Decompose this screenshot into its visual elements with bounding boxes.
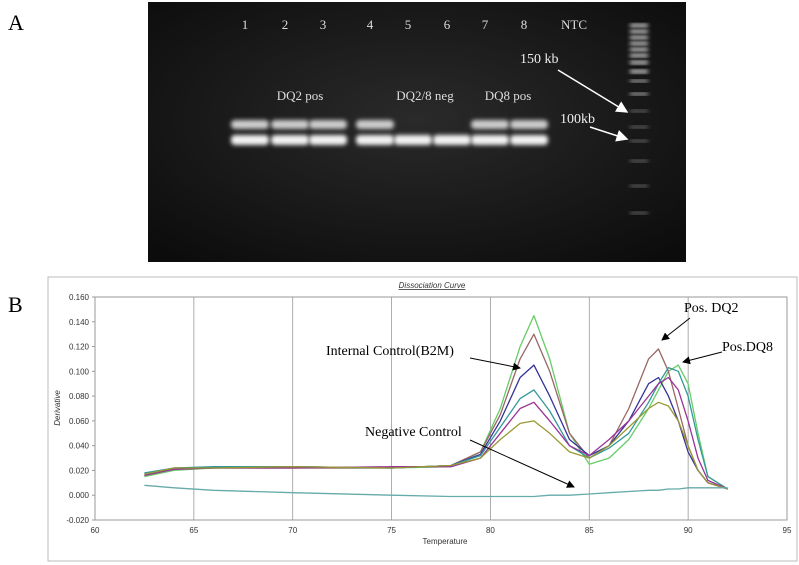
y-tick-label: 0.040: [69, 442, 90, 451]
gel-band: [394, 135, 432, 145]
y-tick-label: 0.000: [69, 491, 90, 500]
lane-label: 2: [282, 17, 289, 32]
gel-band: [471, 135, 509, 145]
annotation-arrow: [469, 357, 521, 371]
panel-label: B: [8, 292, 23, 317]
ladder-band: [630, 70, 648, 73]
x-tick-label: 65: [189, 526, 198, 535]
lane-label: NTC: [561, 17, 587, 32]
panel-label: A: [8, 10, 24, 35]
gel-band: [271, 135, 309, 145]
y-tick-label: 0.080: [69, 392, 90, 401]
lane-label: 7: [482, 17, 489, 32]
ladder-band: [630, 36, 648, 39]
gel-band: [356, 135, 394, 145]
annotation: Pos.DQ8: [722, 340, 773, 355]
ladder-band: [630, 140, 648, 142]
gel-band: [309, 135, 347, 145]
ladder-band: [630, 54, 648, 57]
curve: [144, 401, 728, 490]
lane-label: 1: [242, 17, 249, 32]
x-tick-label: 95: [783, 526, 792, 535]
gel-band: [471, 120, 509, 129]
annotation-arrow: [661, 317, 691, 341]
y-tick-label: 0.140: [69, 318, 90, 327]
ladder-band: [630, 30, 648, 33]
gel-image: 1 2 3 4 5 6 7 8 NTC DQ2 pos DQ2/8 neg DQ8 pos 150 kb…: [148, 2, 686, 262]
x-tick-label: 90: [684, 526, 693, 535]
group-label: DQ2 pos: [277, 88, 324, 103]
group-label: DQ2/8 neg: [396, 88, 454, 103]
x-tick-label: 60: [91, 526, 100, 535]
gel-band: [510, 120, 548, 129]
arrow: [557, 69, 629, 113]
lane-label: 6: [444, 17, 451, 32]
ladder-band: [630, 48, 648, 51]
ladder-band: [630, 80, 648, 82]
y-tick-label: 0.060: [69, 417, 90, 426]
plot-area: [94, 296, 788, 521]
lane-label: 8: [521, 17, 528, 32]
marker-label: 100kb: [560, 112, 595, 127]
annotation: Negative Control: [365, 425, 462, 440]
curve: [144, 484, 728, 498]
y-axis-label: Derivative: [53, 390, 62, 426]
gel-band: [356, 120, 394, 129]
annotation: Pos. DQ2: [684, 301, 738, 316]
x-tick-label: 85: [585, 526, 594, 535]
ladder-band: [630, 160, 648, 162]
lane-label: 5: [405, 17, 412, 32]
ladder-band: [630, 185, 648, 187]
x-tick-label: 80: [486, 526, 495, 535]
group-label: DQ8 pos: [485, 88, 532, 103]
gel-band: [309, 120, 347, 129]
x-tick-label: 70: [288, 526, 297, 535]
x-axis-label: Temperature: [423, 537, 468, 546]
gel-band: [231, 135, 269, 145]
y-tick-label: 0.120: [69, 343, 90, 352]
ladder-band: [630, 212, 648, 214]
x-tick-label: 75: [387, 526, 396, 535]
lane-label: 3: [320, 17, 327, 32]
annotation: Internal Control(B2M): [326, 344, 454, 359]
ladder-band: [630, 42, 648, 45]
ladder-band: [630, 93, 648, 95]
gel-background: [148, 2, 686, 262]
gel-band: [231, 120, 269, 129]
chart: Dissociation Curve Temperature Derivative 6…: [47, 276, 798, 562]
ladder-band: [630, 110, 648, 112]
annotation-arrow: [469, 439, 575, 488]
y-tick-label: 0.100: [69, 367, 90, 376]
chart-title: Dissociation Curve: [399, 281, 466, 290]
ladder-band: [630, 61, 648, 64]
gel-band: [510, 135, 548, 145]
y-tick-label: 0.160: [69, 293, 90, 302]
annotation-arrow: [682, 351, 723, 365]
lane-label: 4: [367, 17, 374, 32]
arrow: [589, 126, 629, 142]
y-tick-label: 0.020: [69, 466, 90, 475]
gel-band: [433, 135, 471, 145]
marker-label: 150 kb: [520, 52, 559, 67]
ladder-band: [630, 24, 648, 27]
gel-band: [271, 120, 309, 129]
ladder-band: [630, 126, 648, 128]
y-tick-label: -0.020: [66, 516, 89, 525]
